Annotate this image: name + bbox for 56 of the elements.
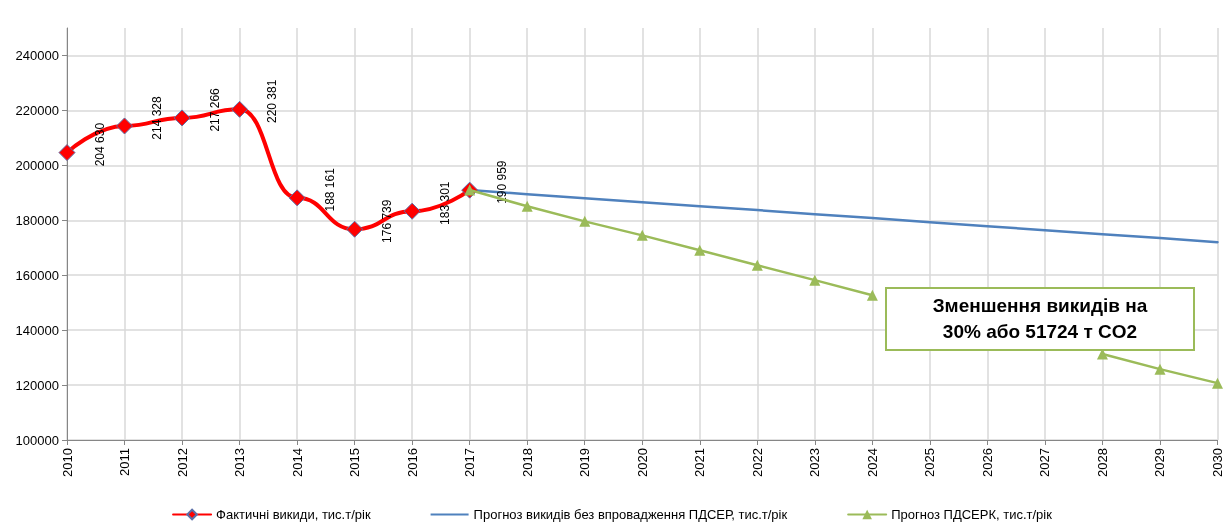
y-tick-label: 180000: [15, 212, 59, 228]
x-tick-label: 2019: [577, 448, 593, 477]
x-tick-label: 2021: [692, 448, 708, 477]
x-tick-label: 2027: [1037, 448, 1053, 477]
x-tick-label: 2013: [232, 448, 248, 477]
x-tick-label: 2012: [174, 448, 190, 477]
y-tick-label: 240000: [15, 47, 59, 63]
data-label: 214 328: [150, 95, 165, 140]
point: [751, 259, 763, 271]
x-tick-label: 2018: [519, 448, 535, 477]
point: [288, 189, 306, 207]
y-tick-label: 160000: [15, 267, 59, 283]
data-label: 204 630: [92, 122, 107, 167]
point: [579, 215, 591, 227]
y-tick-label: 220000: [15, 102, 59, 118]
y-tick-label: 100000: [15, 432, 59, 448]
data-label: 176 739: [380, 199, 395, 243]
x-tick-label: 2017: [462, 448, 478, 477]
point: [809, 274, 821, 286]
x-tick-label: 2015: [347, 448, 363, 477]
legend-label: Прогноз ПДСЕРК, тис.т/рік: [891, 507, 1053, 522]
point: [346, 220, 364, 238]
y-tick-label: 140000: [15, 322, 59, 338]
point: [1154, 363, 1166, 375]
x-tick-label: 2028: [1094, 448, 1110, 477]
x-tick-label: 2023: [807, 448, 823, 477]
x-tick-label: 2029: [1152, 448, 1168, 477]
data-label: 188 161: [322, 167, 337, 212]
data-label: 183 301: [437, 181, 452, 225]
point: [866, 289, 878, 301]
point: [231, 100, 249, 118]
x-tick-label: 2025: [922, 448, 938, 477]
point: [116, 117, 134, 135]
point: [173, 109, 191, 127]
point: [1212, 377, 1223, 389]
x-tick-label: 2022: [749, 448, 765, 477]
x-tick-label: 2026: [979, 448, 995, 477]
legend-label: Фактичні викиди, тис.т/рік: [216, 507, 371, 522]
point: [58, 144, 76, 162]
data-label: 217 266: [207, 87, 222, 132]
point: [694, 244, 706, 256]
point: [403, 202, 421, 220]
point: [521, 200, 533, 212]
point: [636, 229, 648, 241]
data-label: 220 381: [265, 79, 280, 124]
y-tick-label: 120000: [15, 377, 59, 393]
x-tick-label: 2011: [117, 448, 133, 476]
x-tick-label: 2024: [864, 448, 880, 477]
x-tick-label: 2010: [59, 448, 75, 477]
y-tick-label: 200000: [15, 157, 59, 173]
x-tick-label: 2020: [634, 448, 650, 477]
legend-label: Прогноз викидів без впровадження ПДСЕР, тис.т/рік: [473, 507, 788, 522]
note-box: Зменшення викидів на 30% або 51724 т CO2: [885, 287, 1195, 351]
x-tick-label: 2016: [404, 448, 420, 477]
x-tick-label: 2014: [289, 448, 305, 477]
x-tick-label: 2030: [1210, 448, 1224, 477]
